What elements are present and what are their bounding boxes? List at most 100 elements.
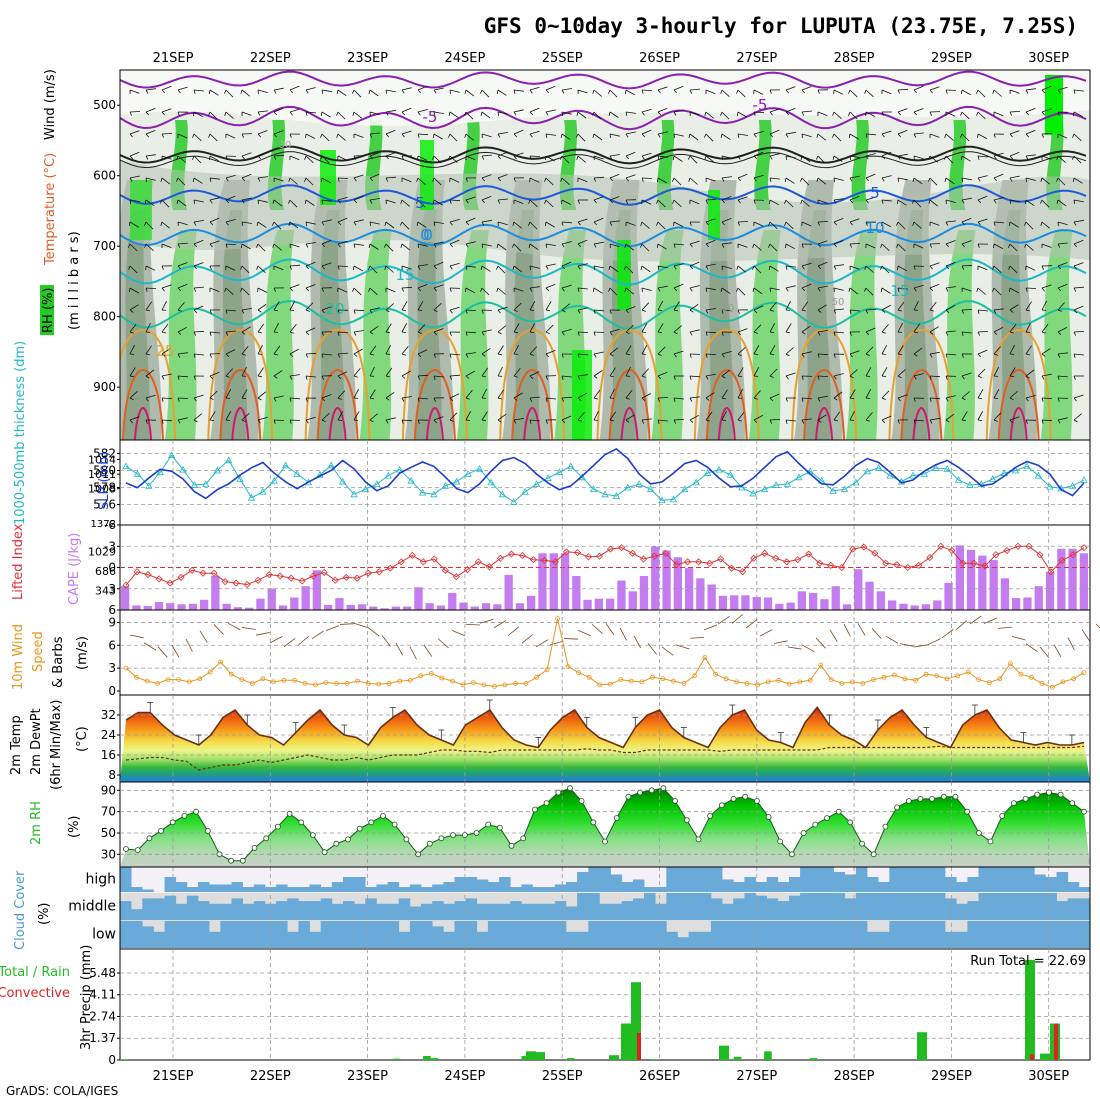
- cloud-bar-high: [644, 887, 656, 892]
- tick-label: 9: [108, 615, 116, 629]
- wind-barb-flag: [257, 309, 262, 313]
- wind-barb: [193, 262, 204, 267]
- wind-barb: [225, 411, 232, 421]
- thickness-point: [1034, 471, 1043, 479]
- wind-barb-flag: [353, 419, 358, 421]
- wind-barb-flag: [448, 155, 451, 160]
- wind-barb: [241, 412, 250, 421]
- wind-barb-flag: [417, 419, 420, 424]
- wind-barb-flag: [801, 265, 805, 270]
- wind-barb: [721, 389, 728, 399]
- wind-barb: [129, 130, 140, 135]
- wind-barb-flag: [672, 155, 675, 160]
- wind-barb: [1009, 344, 1015, 355]
- wind-barb-flag: [993, 199, 997, 204]
- wind-barb-flag: [449, 397, 454, 402]
- cloud-bar-high: [822, 867, 834, 892]
- cloud-bar-high: [376, 884, 388, 892]
- wind-barb: [417, 199, 426, 208]
- wind-barb-flag: [401, 309, 406, 311]
- contour-25: [304, 328, 371, 440]
- wind10-point: [976, 677, 982, 682]
- wind-barb: [497, 111, 508, 115]
- wind-barb-flag: [369, 199, 373, 204]
- chart-title: GFS 0~10day 3-hourly for LUPUTA (23.75E,…: [484, 14, 1078, 38]
- wind-barb-flag: [401, 375, 406, 379]
- wind-barb-flag: [625, 111, 628, 116]
- wind-barb: [577, 392, 587, 399]
- wind-barb: [401, 221, 410, 230]
- wind-barb-flag: [400, 199, 403, 204]
- wind-barb-flag: [752, 265, 755, 270]
- wind-barb-flag: [769, 419, 773, 424]
- cloud-bar-low: [811, 921, 823, 948]
- wind-barb-flag: [1025, 419, 1028, 424]
- cloud-bar-middle: [577, 893, 589, 920]
- wind-barb: [305, 87, 316, 91]
- wind-barb: [145, 394, 156, 399]
- wind-barb: [625, 89, 635, 96]
- wind-barb: [465, 309, 477, 311]
- wind-barb: [289, 85, 300, 91]
- wind-barb-flag: [833, 309, 837, 314]
- wind-barb: [609, 328, 620, 333]
- precip-bar: [719, 1045, 729, 1060]
- wind-barb: [833, 155, 843, 163]
- cloud-bar-low: [387, 921, 400, 948]
- wind-barb: [737, 388, 743, 399]
- wind-barb: [657, 177, 667, 184]
- wind-barb-flag: [561, 309, 566, 313]
- wind10-point: [639, 679, 645, 685]
- wind-barb: [1009, 199, 1020, 203]
- wind-barb-flag: [609, 419, 614, 422]
- cloud-bar-middle: [476, 903, 489, 920]
- wind-barb: [369, 307, 380, 311]
- wind-barb: [753, 415, 764, 421]
- wind-barb-flag: [288, 221, 291, 227]
- wind-barb: [705, 155, 715, 163]
- rh-plume: [998, 210, 1026, 440]
- wind-barb: [673, 243, 685, 246]
- wind-barb-flag: [1041, 353, 1046, 357]
- wind10-point: [513, 681, 518, 686]
- wind10-point: [249, 681, 255, 686]
- rh2m-point: [812, 821, 819, 828]
- wind10-barb: [395, 642, 404, 656]
- wind-barb: [689, 133, 699, 141]
- li-point: [970, 559, 978, 567]
- wind-barb-flag: [641, 177, 644, 182]
- wind-barb-flag: [560, 133, 563, 138]
- wind-barb-flag: [497, 199, 501, 204]
- wind-barb-flag: [753, 331, 758, 334]
- li-point: [540, 556, 549, 564]
- wind-barb: [849, 155, 860, 159]
- temp2m-line: [125, 706, 1085, 749]
- rh2m-point: [835, 808, 842, 815]
- wind-barb-flag: [272, 199, 275, 204]
- wind-barb: [177, 397, 189, 399]
- wind10-barb: [983, 617, 998, 624]
- wind-barb: [689, 303, 699, 311]
- wind-barb-flag: [321, 265, 325, 270]
- wind-barb: [593, 309, 605, 312]
- wind-barb: [593, 176, 605, 179]
- wind10-point: [681, 681, 687, 686]
- wind-barb: [673, 221, 684, 227]
- cape-bar: [1034, 586, 1043, 610]
- wind-barb: [561, 111, 572, 115]
- wind10-point: [692, 673, 697, 679]
- wind-barb-flag: [865, 309, 869, 314]
- rh2m-point: [765, 814, 772, 820]
- wind-barb: [529, 419, 541, 422]
- cloud-bar-low: [599, 921, 611, 948]
- li-point: [948, 546, 956, 555]
- wind-barb: [161, 155, 172, 160]
- wind-barb: [769, 153, 780, 157]
- wind-barb-flag: [257, 375, 262, 378]
- wind-barb: [817, 353, 829, 356]
- wind-barb: [401, 243, 411, 251]
- wind-barb-flag: [929, 309, 934, 312]
- wind-barb: [961, 331, 973, 334]
- contour-minus5: [120, 105, 1087, 131]
- wind-barb-flag: [705, 287, 708, 292]
